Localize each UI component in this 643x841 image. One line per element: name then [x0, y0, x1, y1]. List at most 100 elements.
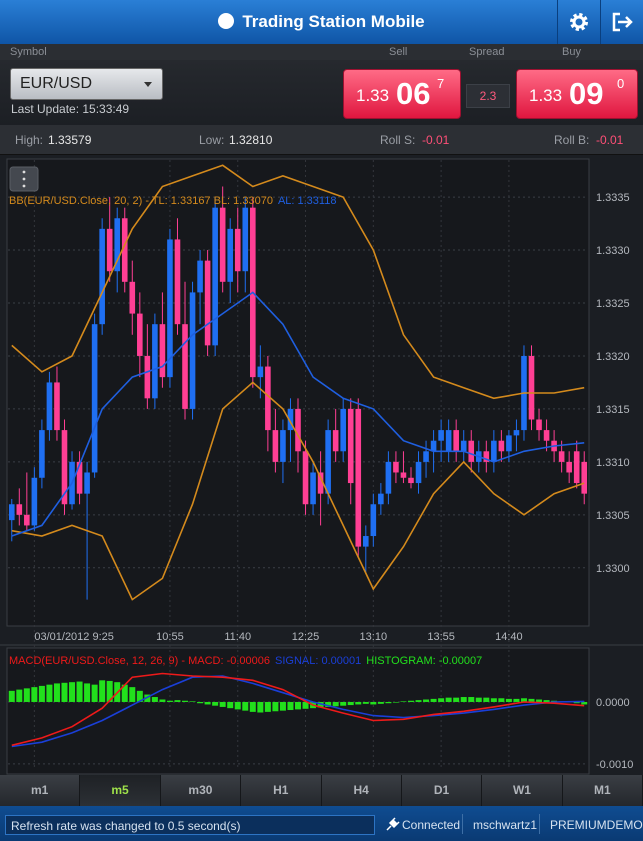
candle-body	[257, 366, 264, 378]
candle-body	[39, 430, 45, 478]
histogram-bar	[204, 701, 211, 705]
candle-body	[385, 461, 392, 494]
histogram-bar	[385, 701, 392, 704]
candle-body	[340, 408, 346, 452]
buy-button[interactable]: 1.33 09 0	[516, 69, 638, 119]
candle-body	[536, 419, 542, 431]
histogram-bar	[370, 701, 377, 705]
candle-body	[430, 440, 437, 452]
timeframe-tab[interactable]: m30	[160, 775, 242, 806]
stat-label: High:	[15, 133, 44, 147]
candle-body	[212, 207, 218, 346]
column-label: Symbol	[10, 46, 47, 58]
macd-line	[11, 672, 585, 747]
candle-body	[8, 504, 15, 521]
column-label: Buy	[562, 46, 581, 58]
histogram-bar	[520, 698, 527, 702]
histogram-bar	[61, 682, 68, 702]
average-label: AL: 1.33118	[278, 195, 337, 207]
histogram-bar	[453, 697, 460, 702]
candle-body	[76, 461, 83, 494]
y-tick-label: 1.3300	[596, 563, 630, 575]
candle-body	[61, 430, 68, 505]
timeframe-tab[interactable]: m5	[80, 775, 161, 806]
y-tick-label: 0.0000	[596, 697, 630, 709]
candle-body	[167, 239, 173, 378]
quote-row: EUR/USD Last Update: 15:33:49 1.33 06 7 2.…	[0, 60, 643, 125]
histogram-bar	[490, 698, 497, 702]
histogram-bar	[475, 697, 482, 702]
x-tick-label: 12:25	[292, 631, 320, 643]
y-tick-label: 1.3330	[596, 245, 630, 257]
histogram-bar	[144, 694, 151, 702]
timeframe-tab[interactable]: m1	[0, 775, 81, 806]
macd-legend: MACD(EUR/USD.Close, 12, 26, 9) - MACD: -…	[9, 655, 482, 667]
x-tick-label: 13:10	[360, 631, 388, 643]
y-tick-label: 1.3325	[596, 298, 630, 310]
histogram-bar	[460, 697, 467, 702]
candle-body	[573, 451, 580, 484]
x-tick-label: 03/01/2012 9:25	[34, 631, 114, 643]
candle-body	[347, 408, 354, 484]
candle-body	[24, 514, 30, 526]
histogram-bar	[174, 700, 181, 702]
settings-button[interactable]	[557, 0, 600, 44]
candle-body	[317, 472, 324, 494]
histogram-bar	[528, 698, 535, 702]
candle-body	[498, 440, 505, 452]
histogram-bar	[287, 701, 294, 711]
histogram-bar	[377, 701, 384, 704]
candle-body	[581, 461, 588, 494]
candle-body	[438, 430, 444, 441]
timeframe-tab[interactable]: D1	[401, 775, 483, 806]
logo	[218, 13, 235, 29]
candle-body	[189, 292, 196, 409]
timeframe-tab[interactable]: H4	[321, 775, 402, 806]
pips: 06	[396, 76, 431, 111]
histogram-bar	[423, 699, 430, 702]
candle-body	[415, 461, 422, 484]
x-tick-label: 11:40	[224, 631, 251, 643]
histogram-bar	[23, 688, 30, 702]
timeframe-tab[interactable]: H1	[241, 775, 322, 806]
histogram-bar	[264, 701, 271, 712]
symbol-dropdown[interactable]: EUR/USD	[10, 68, 163, 100]
histogram-bar	[76, 681, 83, 702]
timeframe-tab[interactable]: M1	[562, 775, 643, 806]
histogram-bar	[257, 701, 264, 713]
candle-body	[408, 477, 414, 484]
candle-body	[355, 408, 362, 547]
candle-body	[242, 207, 249, 272]
stat-label: Low:	[199, 133, 225, 147]
candle-body	[491, 440, 497, 462]
logout-button[interactable]	[600, 0, 643, 44]
column-label: Spread	[469, 46, 505, 58]
timeframe-tab[interactable]: W1	[482, 775, 563, 806]
candle-body	[513, 430, 520, 436]
y-tick-label: -0.0010	[596, 759, 633, 771]
x-tick-label: 13:55	[427, 631, 455, 643]
candle-body	[543, 430, 550, 441]
candle-body	[295, 408, 301, 452]
candle-body	[445, 430, 452, 452]
y-tick-label: 1.3305	[596, 510, 630, 522]
histogram-bar	[8, 690, 15, 702]
histogram-bar	[182, 700, 189, 702]
histogram-bar	[392, 701, 399, 703]
histogram-bar	[151, 697, 158, 702]
histogram-bar	[483, 697, 490, 702]
histogram-bar	[219, 701, 226, 707]
candle-body	[310, 472, 316, 505]
app-title: Trading Station Mobile	[242, 12, 425, 31]
sell-button[interactable]: 1.33 06 7	[343, 69, 461, 119]
candle-body	[460, 440, 467, 452]
candle-body	[129, 281, 136, 314]
last-update: Last Update: 15:33:49	[11, 102, 130, 116]
histogram-bar	[430, 698, 437, 702]
x-tick-label: 14:40	[495, 631, 523, 643]
candle-body	[16, 504, 23, 515]
candle-body	[378, 493, 384, 505]
candle-body	[506, 435, 512, 452]
candle-body	[468, 440, 475, 462]
symbol: EUR/USD	[20, 75, 93, 92]
